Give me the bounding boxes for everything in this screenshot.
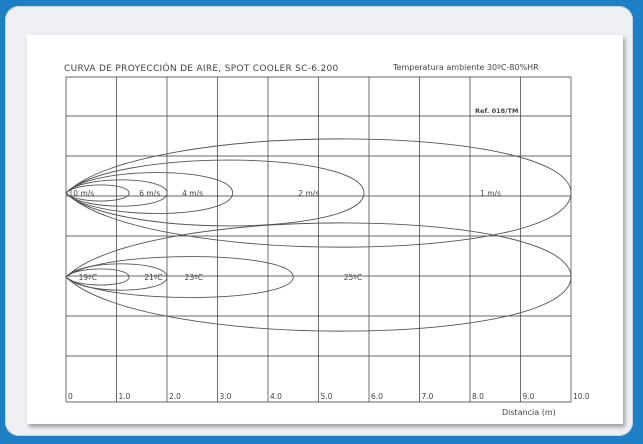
ambient-conditions: Temperatura ambiente 30ºC-80%HR	[392, 63, 539, 72]
temperature-curve	[65, 222, 572, 332]
air-projection-diagram: CURVA DE PROYECCIÓN DE AIRE, SPOT COOLER…	[64, 62, 590, 417]
x-tick-label: 1.0	[119, 392, 131, 401]
velocity-label: 2 m/s	[298, 189, 319, 198]
labels: CURVA DE PROYECCIÓN DE AIRE, SPOT COOLER…	[64, 62, 590, 417]
velocity-curve	[65, 184, 130, 202]
reference-code: Ref. 018/TM	[475, 107, 518, 115]
x-tick-label: 3.0	[220, 392, 232, 401]
velocity-label: 4 m/s	[182, 189, 203, 198]
x-tick-label: 9.0	[523, 392, 535, 401]
image-frame: CURVA DE PROYECCIÓN DE AIRE, SPOT COOLER…	[5, 6, 633, 436]
x-tick-label: 6.0	[371, 392, 383, 401]
x-tick-label: 10.0	[573, 392, 590, 401]
temperature-curve	[65, 268, 130, 286]
temperature-label: 21ºC	[144, 273, 162, 282]
temperature-curve	[65, 263, 168, 291]
velocity-curve	[65, 159, 365, 227]
temperature-label: 19ºC	[79, 273, 97, 282]
x-tick-label: 7.0	[422, 392, 434, 401]
velocity-curve	[65, 138, 572, 248]
velocity-curve	[65, 172, 234, 214]
x-tick-label: 0	[68, 392, 73, 401]
curves	[65, 138, 572, 332]
x-tick-label: 5.0	[321, 392, 333, 401]
x-tick-label: 4.0	[270, 392, 282, 401]
velocity-label: 6 m/s	[139, 189, 160, 198]
grid	[65, 76, 572, 403]
x-axis-label: Distancia (m)	[502, 408, 556, 417]
velocity-label: 1 m/s	[480, 189, 501, 198]
temperature-label: 25ºC	[344, 273, 362, 282]
temperature-curve	[65, 256, 294, 298]
x-tick-label: 2.0	[169, 392, 181, 401]
temperature-label: 23ºC	[185, 273, 203, 282]
x-tick-label: 8.0	[472, 392, 484, 401]
chart-sheet: CURVA DE PROYECCIÓN DE AIRE, SPOT COOLER…	[27, 35, 623, 424]
velocity-curve	[65, 179, 168, 207]
velocity-label: 10 m/s	[69, 189, 95, 198]
diagram-title: CURVA DE PROYECCIÓN DE AIRE, SPOT COOLER…	[64, 62, 339, 74]
